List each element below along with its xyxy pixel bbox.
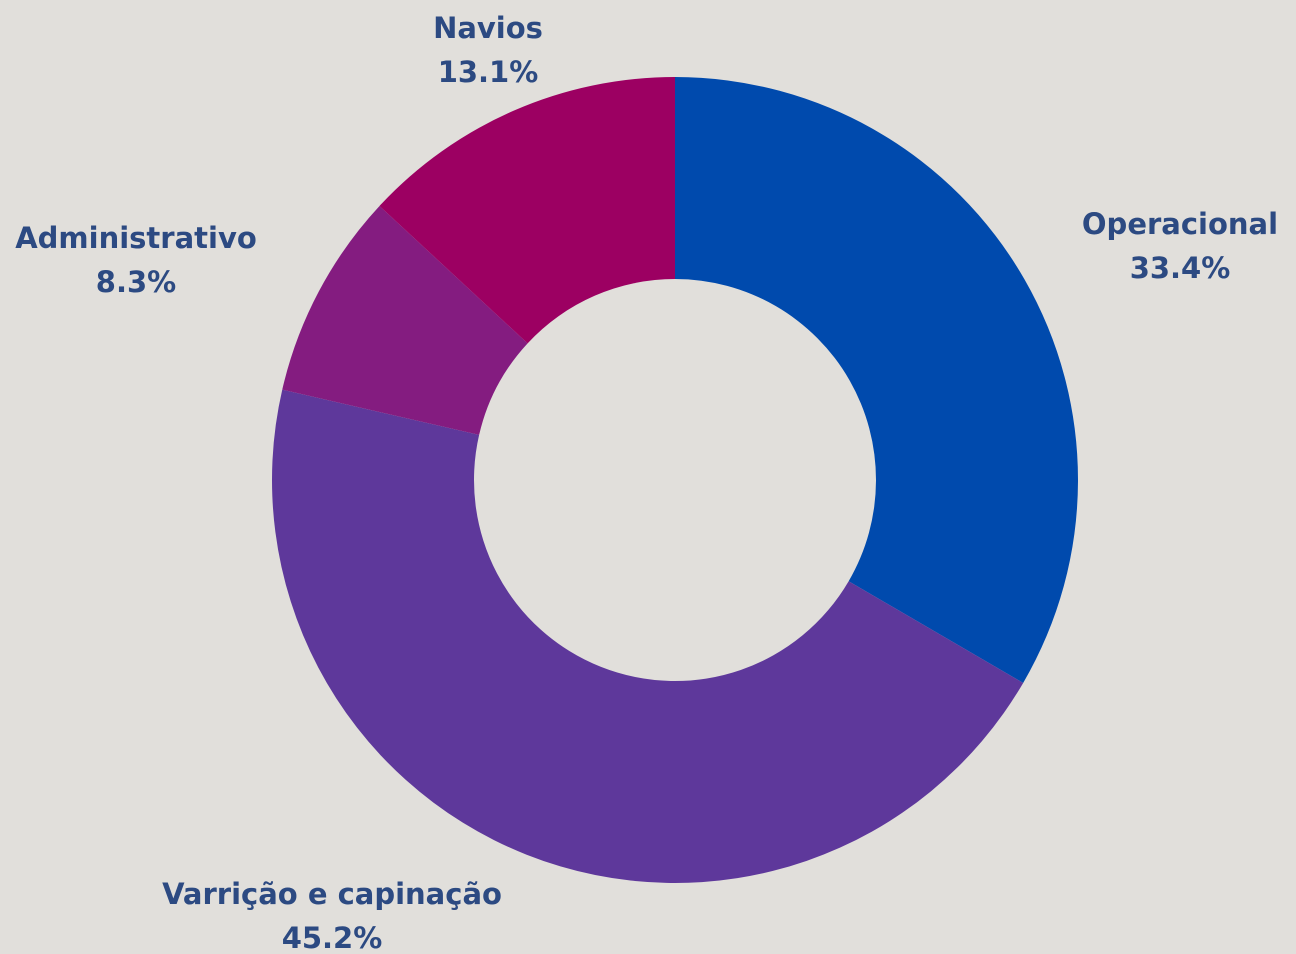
donut-slice <box>379 77 675 344</box>
slice-label: Administrativo <box>15 221 257 255</box>
donut-slice <box>271 389 1024 883</box>
slice-value-label: 13.1% <box>438 55 539 89</box>
donut-slice <box>282 205 528 435</box>
donut-slice <box>675 77 1078 683</box>
slice-label: Navios <box>433 11 543 45</box>
slice-value-label: 45.2% <box>282 921 383 954</box>
slice-value-label: 33.4% <box>1130 251 1231 285</box>
slice-value-label: 8.3% <box>96 265 176 299</box>
slice-label: Operacional <box>1082 207 1278 241</box>
slice-label: Varrição e capinação <box>162 877 502 911</box>
